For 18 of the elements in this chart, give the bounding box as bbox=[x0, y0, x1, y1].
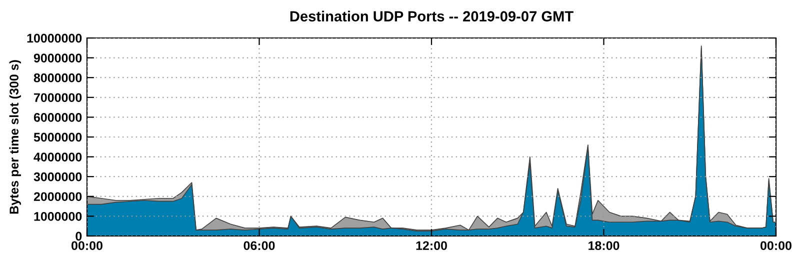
y-tick-label: 7000000 bbox=[34, 93, 82, 102]
y-tick-label: 3000000 bbox=[34, 172, 82, 182]
y-tick-label: 5000000 bbox=[34, 132, 82, 142]
y-tick-label: 6000000 bbox=[34, 113, 82, 122]
y-tick-label: 9000000 bbox=[34, 54, 82, 62]
x-tick-label: 00:00 bbox=[760, 241, 792, 250]
y-axis-title: Bytes per time slot (300 s) bbox=[9, 60, 21, 214]
y-tick-label: 4000000 bbox=[34, 152, 82, 162]
x-tick-label: 12:00 bbox=[416, 241, 447, 250]
y-tick-label: 8000000 bbox=[34, 73, 82, 82]
x-tick-label: 18:00 bbox=[588, 241, 620, 250]
y-tick-label: 0 bbox=[76, 232, 82, 241]
y-tick-label: 2000000 bbox=[34, 192, 82, 202]
chart-title: Destination UDP Ports -- 2019-09-07 GMT bbox=[290, 10, 574, 22]
y-tick-label: 1000000 bbox=[34, 212, 82, 221]
x-tick-label: 06:00 bbox=[244, 241, 275, 250]
y-tick-label: 10000000 bbox=[27, 34, 82, 43]
x-tick-label: 00:00 bbox=[72, 241, 102, 250]
